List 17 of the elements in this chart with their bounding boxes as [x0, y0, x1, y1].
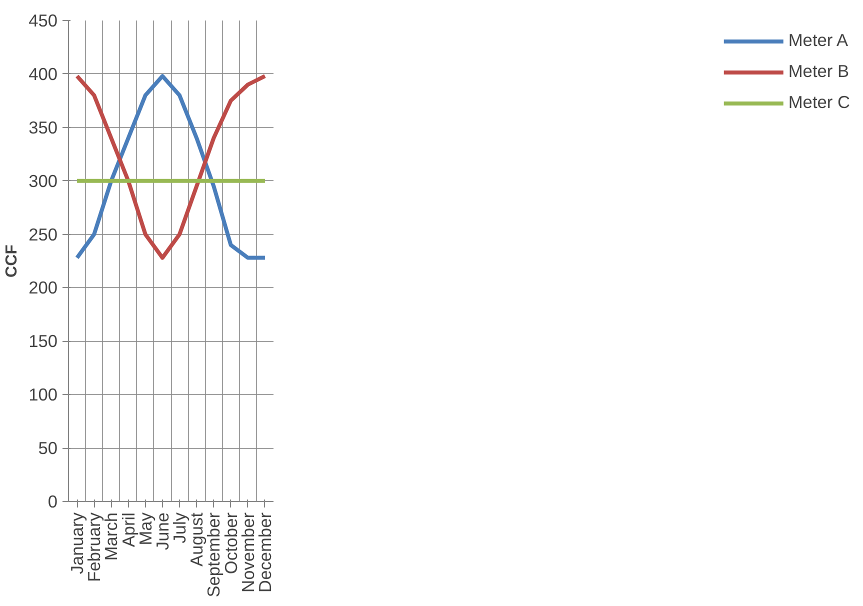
y-tick-label: 150 — [28, 331, 58, 352]
y-tick-label: 250 — [28, 224, 58, 244]
y-tick-label: 400 — [28, 64, 58, 84]
y-tick-label: 200 — [28, 278, 58, 298]
y-tick-label: 0 — [48, 492, 58, 512]
y-tick-label: 300 — [28, 170, 58, 191]
x-tick-label: July — [170, 512, 190, 544]
y-tick-label: 350 — [28, 117, 58, 138]
y-axis-title: CCF — [4, 244, 21, 278]
legend-label: Meter C — [788, 92, 850, 113]
legend-label: Meter B — [788, 61, 850, 82]
line-series — [75, 74, 267, 260]
legend-label: Meter A — [788, 30, 848, 51]
y-tick-label: 50 — [38, 438, 58, 458]
y-tick-label: 450 — [28, 10, 58, 30]
x-tick-label: January — [67, 512, 88, 574]
y-tick-label: 100 — [28, 384, 58, 405]
